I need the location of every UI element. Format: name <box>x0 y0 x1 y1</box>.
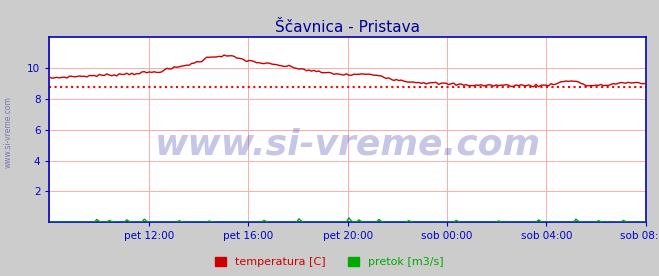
Title: Ščavnica - Pristava: Ščavnica - Pristava <box>275 20 420 35</box>
Text: www.si-vreme.com: www.si-vreme.com <box>155 128 540 161</box>
Legend: temperatura [C], pretok [m3/s]: temperatura [C], pretok [m3/s] <box>212 254 447 270</box>
Text: www.si-vreme.com: www.si-vreme.com <box>4 97 13 168</box>
